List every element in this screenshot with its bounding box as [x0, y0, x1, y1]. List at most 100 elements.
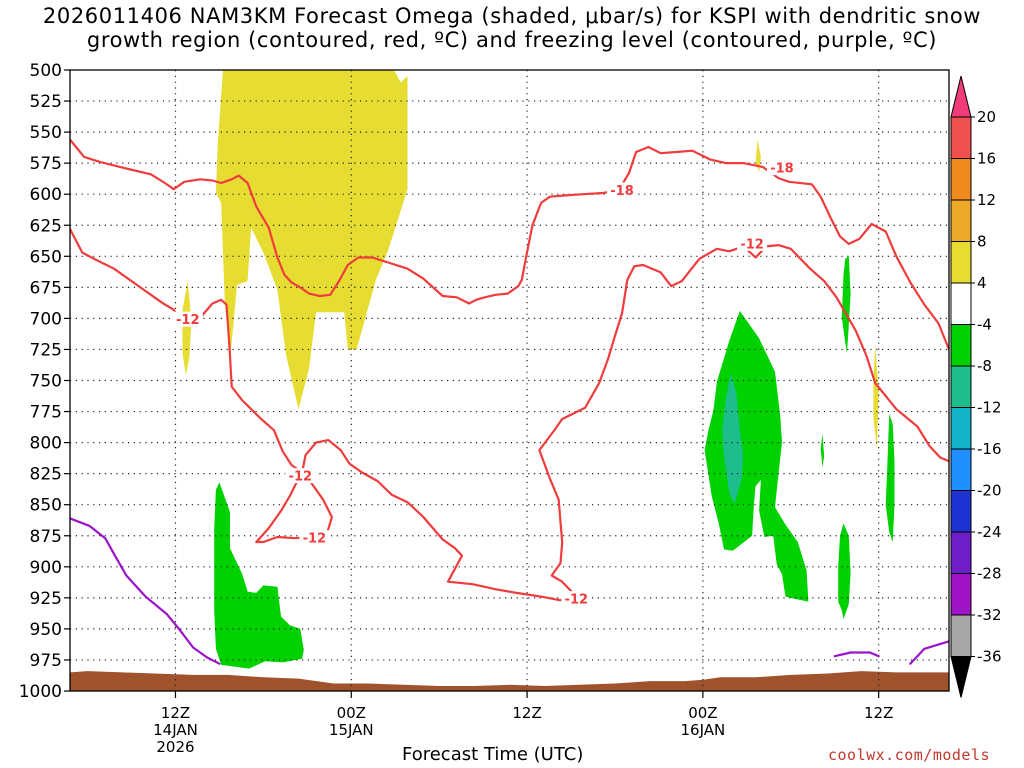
- omega-region-green-speck: [820, 433, 825, 468]
- colorbar-label-2: 12: [977, 191, 996, 209]
- x-axis-title: Forecast Time (UTC): [402, 744, 584, 765]
- colorbar: 20 16 12 8 4 -4 -8 -12 -16 -20 -24 -28 -32 -36: [950, 75, 1002, 698]
- label-minus18-top-right-bg: [766, 160, 797, 176]
- colorbar-label-6: -8: [977, 357, 992, 375]
- x-tick-label-49-1: 12Z: [864, 704, 893, 722]
- colorbar-bin-1: [950, 116, 972, 159]
- omega-region-yellow-top-right: [755, 139, 761, 172]
- colorbar-label-10: -24: [977, 523, 1002, 541]
- credit-text: coolwx.com/models: [828, 746, 991, 764]
- x-tick-label-9-2: 14JAN: [153, 721, 198, 739]
- colorbar-label-4: 4: [977, 274, 987, 292]
- contour-freezing-level-right-a: [833, 651, 880, 658]
- label-dsgz-upper-minus18-bg: [607, 182, 638, 198]
- colorbar-bin-9: [950, 448, 972, 491]
- label-minus12-left-bg: [172, 311, 203, 327]
- y-tick-label-575: 575: [30, 154, 62, 174]
- omega-region-yellow-right-sliver: [873, 344, 879, 449]
- colorbar-label-3: 8: [977, 233, 987, 251]
- x-tick-label-29-1: 12Z: [512, 704, 541, 722]
- x-tick-label-9-3: 2026: [156, 738, 194, 756]
- label-minus12-closed-low: -12: [303, 532, 327, 547]
- label-dsgz-lower-minus12-bg: [737, 235, 768, 251]
- y-tick-label-550: 550: [30, 123, 62, 143]
- contour-labels: -18 -12 -12 -18 -12 -12 -12: [172, 160, 797, 608]
- label-minus12-bottom-bg: [561, 591, 592, 607]
- terrain-surface: [70, 671, 949, 691]
- y-tick-label-700: 700: [30, 309, 62, 329]
- contour-dsgz-lower-minus12: [70, 227, 949, 602]
- label-dsgz-small-closed: -12: [289, 470, 313, 485]
- y-axis: 500 525 550 575 600 625 650 675 700 725 750 775 800 8…: [19, 61, 70, 702]
- y-tick-label-950: 950: [30, 620, 62, 640]
- y-tick-label-850: 850: [30, 496, 62, 516]
- omega-region-green-bottom-left: [214, 482, 304, 669]
- y-tick-label-725: 725: [30, 340, 62, 360]
- y-tick-label-825: 825: [30, 465, 62, 485]
- y-tick-label-800: 800: [30, 434, 62, 454]
- y-tick-label-975: 975: [30, 651, 62, 671]
- chart-title-line2: growth region (contoured, red, ºC) and f…: [86, 28, 938, 52]
- x-tick-label-19-1: 00Z: [337, 704, 366, 722]
- colorbar-label-11: -28: [977, 565, 1002, 583]
- contour-freezing-level-left: [70, 517, 221, 665]
- x-tick-label-9-1: 12Z: [161, 704, 190, 722]
- colorbar-label-1: 16: [977, 150, 996, 168]
- label-dsgz-small-closed-bg: [285, 468, 316, 484]
- y-tick-label-625: 625: [30, 216, 62, 236]
- omega-region-yellow-main: [215, 70, 408, 410]
- y-tick-label-675: 675: [30, 278, 62, 298]
- omega-shading-layer: [182, 70, 895, 669]
- contour-layer: [70, 138, 949, 665]
- colorbar-label-12: -32: [977, 606, 1002, 624]
- colorbar-label-0: 20: [977, 108, 996, 126]
- x-tick-label-19-2: 15JAN: [329, 721, 374, 739]
- label-minus12-closed-low-bg: [299, 530, 330, 546]
- y-tick-label-1000: 1000: [19, 682, 62, 702]
- colorbar-label-8: -16: [977, 440, 1002, 458]
- omega-region-teal-core: [722, 373, 744, 504]
- colorbar-bin-13: [950, 614, 972, 657]
- colorbar-bin-top-triangle: [950, 75, 972, 118]
- y-tick-label-650: 650: [30, 247, 62, 267]
- y-tick-label-900: 900: [30, 558, 62, 578]
- terrain-layer: [70, 671, 949, 691]
- y-tick-label-600: 600: [30, 185, 62, 205]
- colorbar-bin-12: [950, 573, 972, 616]
- plot-frame: [69, 69, 950, 692]
- colorbar-bin-2: [950, 158, 972, 201]
- colorbar-bin-bottom-triangle: [950, 656, 972, 698]
- omega-region-green-bottom-right: [838, 523, 851, 619]
- omega-region-green-main-right: [704, 310, 809, 602]
- x-tick-label-39-1: 00Z: [688, 704, 717, 722]
- chart-title-line1: 2026011406 NAM3KM Forecast Omega (shaded…: [42, 4, 982, 28]
- colorbar-bin-5: [950, 282, 972, 325]
- omega-region-green-thin-upper-right: [841, 256, 851, 354]
- label-minus18-top-right: -18: [770, 162, 794, 177]
- label-dsgz-lower-minus12: -12: [740, 237, 764, 252]
- label-dsgz-upper-minus18: -18: [610, 184, 634, 199]
- colorbar-bin-6: [950, 324, 972, 367]
- y-tick-label-775: 775: [30, 403, 62, 423]
- contour-dsgz-small-closed: [255, 477, 333, 544]
- label-minus12-bottom: -12: [565, 593, 589, 608]
- y-tick-label-750: 750: [30, 372, 62, 392]
- y-tick-label-925: 925: [30, 589, 62, 609]
- colorbar-bin-11: [950, 531, 972, 574]
- y-tick-label-500: 500: [30, 61, 62, 81]
- contour-dsgz-upper-minus18: [70, 138, 949, 351]
- colorbar-bin-8: [950, 407, 972, 450]
- x-tick-label-39-2: 16JAN: [681, 721, 726, 739]
- colorbar-label-13: -36: [977, 648, 1002, 666]
- colorbar-bin-4: [950, 241, 972, 284]
- y-tick-label-525: 525: [30, 92, 62, 112]
- contour-freezing-level-right-b: [909, 640, 949, 665]
- colorbar-bin-3: [950, 199, 972, 242]
- colorbar-label-5: -4: [977, 316, 992, 334]
- colorbar-label-9: -20: [977, 482, 1002, 500]
- colorbar-bin-7: [950, 365, 972, 408]
- colorbar-bin-10: [950, 490, 972, 533]
- omega-region-green-far-right: [885, 414, 895, 542]
